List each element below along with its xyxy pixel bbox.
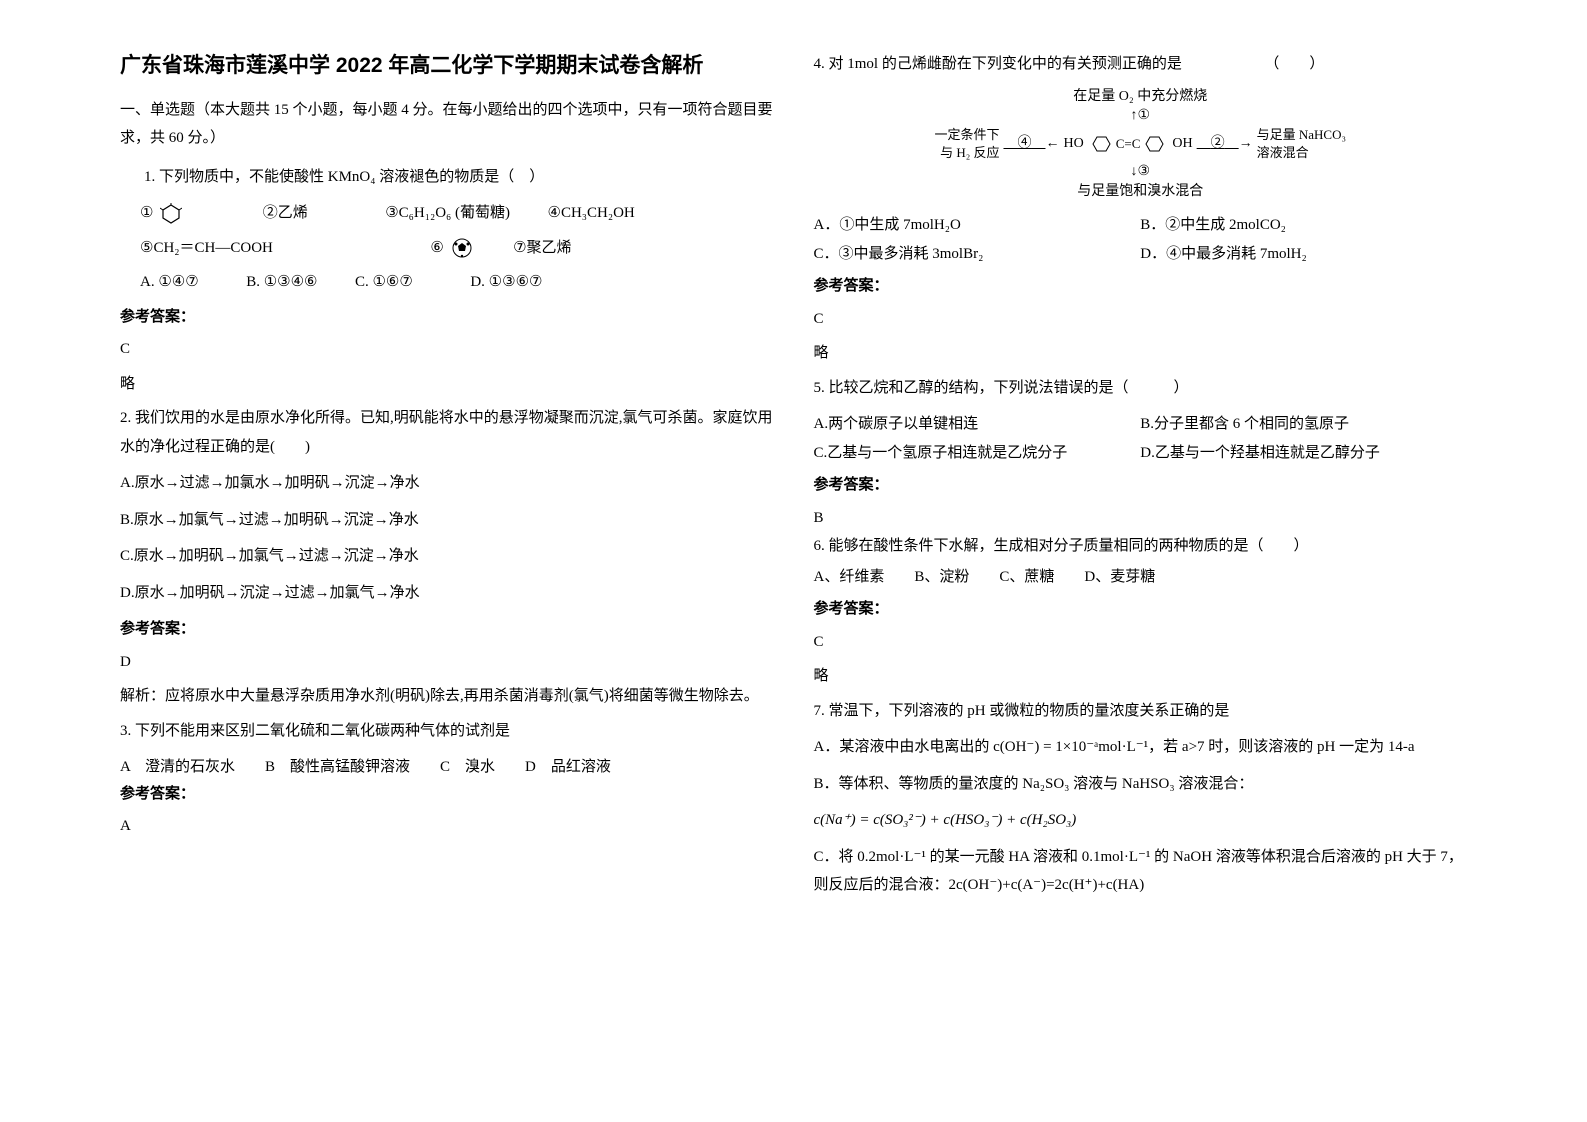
q5-B: B.分子里都含 6 个相同的氢原子: [1140, 410, 1467, 439]
q4-arrow-up: ↑①: [814, 106, 1468, 126]
cyclohexane-icon: [160, 203, 182, 225]
q2-ans-label: 参考答案：: [120, 615, 774, 644]
q6-opts: A、纤维素 B、淀粉 C、蔗糖 D、麦芽糖: [814, 563, 1468, 592]
arrow4-label: ④: [1017, 136, 1031, 151]
q4-stem: 4. 对 1mol 的己烯雌酚在下列变化中的有关预测正确的是 （ ）: [814, 50, 1468, 79]
q5-ans-label: 参考答案：: [814, 471, 1468, 500]
q1-opt4: ④CH₃CH₂OH: [548, 205, 635, 221]
arrow4: ④ ←: [1003, 134, 1059, 154]
q1-opts-row2: ⑤CH₂＝CH—COOH ⑥ ⑦聚乙烯: [140, 234, 774, 263]
doc-title: 广东省珠海市莲溪中学 2022 年高二化学下学期期末试卷含解析: [120, 50, 774, 82]
q6-C: C、蔗糖: [999, 563, 1054, 592]
q7-C: C．将 0.2mol·L⁻¹ 的某一元酸 HA 溶液和 0.1mol·L⁻¹ 的…: [814, 843, 1468, 900]
q5-ans: B: [814, 504, 1468, 533]
q6-ans: C: [814, 628, 1468, 657]
q5-A: A.两个碳原子以单键相连: [814, 410, 1141, 439]
q1-D: D. ①③⑥⑦: [470, 274, 542, 290]
q1-opt1: ①: [140, 205, 153, 221]
q1-ans: C: [120, 335, 774, 364]
benzene-ring-icon: [1088, 134, 1112, 154]
q1-B: B. ①③④⑥: [246, 274, 317, 290]
q6-A: A、纤维素: [814, 563, 885, 592]
section-header: 一、单选题（本大题共 15 个小题，每小题 4 分。在每小题给出的四个选项中，只…: [120, 96, 774, 153]
q1-C: C. ①⑥⑦: [355, 274, 413, 290]
q2-D: D.原水→加明矾→沉淀→过滤→加氯气→净水: [120, 579, 774, 608]
q4-A: A．①中生成 7molH₂O: [814, 211, 1141, 240]
q6-ans-label: 参考答案：: [814, 595, 1468, 624]
q5-C: C.乙基与一个氢原子相连就是乙烷分子: [814, 439, 1141, 468]
q4-arrow-down: ↓③: [814, 162, 1468, 182]
q2-A: A.原水→过滤→加氯水→加明矾→沉淀→净水: [120, 469, 774, 498]
q4-ans: C: [814, 305, 1468, 334]
benzene-ring-icon-2: [1144, 134, 1168, 154]
q3-B: B 酸性高锰酸钾溶液: [265, 753, 410, 782]
q1-opt7: ⑦聚乙烯: [513, 240, 571, 256]
q1-stem: 1. 下列物质中，不能使酸性 KMnO₄ 溶液褪色的物质是（ ）: [144, 163, 774, 192]
q4-mid-left: 一定条件下 与 H₂ 反应: [934, 126, 999, 162]
soccer-ball-icon: [451, 237, 473, 259]
arrow1-label: ①: [1137, 108, 1150, 123]
q1-opt5: ⑤CH₂＝CH—COOH: [140, 240, 273, 256]
q4-diag-mid: 一定条件下 与 H₂ 反应 ④ ← HO C=C OH ② → 与足量 NaHC…: [814, 126, 1468, 162]
q1-opt2: ②乙烯: [263, 205, 308, 221]
q4-B: B．②中生成 2molCO₂: [1140, 211, 1467, 240]
arrow2: ② →: [1197, 134, 1253, 154]
q6-B: B、淀粉: [914, 563, 969, 592]
q3-stem: 3. 下列不能用来区别二氧化硫和二氧化碳两种气体的试剂是: [120, 717, 774, 746]
q7-A: A．某溶液中由水电离出的 c(OH⁻) = 1×10⁻ᵃmol·L⁻¹，若 a>…: [814, 733, 1468, 762]
q5-r2: C.乙基与一个氢原子相连就是乙烷分子 D.乙基与一个羟基相连就是乙醇分子: [814, 439, 1468, 468]
q5-r1: A.两个碳原子以单键相连 B.分子里都含 6 个相同的氢原子: [814, 410, 1468, 439]
q3-A: A 澄清的石灰水: [120, 753, 235, 782]
q3-ans: A: [120, 812, 774, 841]
q4-exp: 略: [814, 339, 1468, 368]
q6-exp: 略: [814, 662, 1468, 691]
q4-mol-right: OH: [1172, 134, 1192, 154]
q2-C: C.原水→加明矾→加氯气→过滤→沉淀→净水: [120, 542, 774, 571]
q5-D: D.乙基与一个羟基相连就是乙醇分子: [1140, 439, 1467, 468]
q6-D: D、麦芽糖: [1084, 563, 1155, 592]
q2-stem: 2. 我们饮用的水是由原水净化所得。已知,明矾能将水中的悬浮物凝聚而沉淀,氯气可…: [120, 404, 774, 461]
arrow2-label: ②: [1211, 136, 1225, 151]
q4-D: D．④中最多消耗 7molH₂: [1140, 240, 1467, 269]
q3-opts: A 澄清的石灰水 B 酸性高锰酸钾溶液 C 溴水 D 品红溶液: [120, 753, 774, 782]
q1-answers: A. ①④⑦ B. ①③④⑥ C. ①⑥⑦ D. ①③⑥⑦: [140, 268, 774, 297]
q1-opts-row1: ① ②乙烯 ③C₆H₁₂O₆ (葡萄糖) ④CH₃CH₂OH: [140, 199, 774, 228]
q4-ans-label: 参考答案：: [814, 272, 1468, 301]
q7-B: B．等体积、等物质的量浓度的 Na₂SO₃ 溶液与 NaHSO₃ 溶液混合：: [814, 770, 1468, 799]
q4-cc: C=C: [1116, 135, 1141, 153]
q5-stem: 5. 比较乙烷和乙醇的结构，下列说法错误的是（ ）: [814, 374, 1468, 403]
q7-B2: c(Na⁺) = c(SO₃²⁻) + c(HSO₃⁻) + c(H₂SO₃): [814, 806, 1468, 835]
q1-ans-label: 参考答案：: [120, 303, 774, 332]
q1-exp: 略: [120, 370, 774, 399]
q4-diag-top: 在足量 O₂ 中充分燃烧: [814, 87, 1468, 107]
q4-mol-left: HO: [1063, 134, 1083, 154]
q3-D: D 品红溶液: [525, 753, 611, 782]
q1-A: A. ①④⑦: [140, 274, 199, 290]
q6-stem: 6. 能够在酸性条件下水解，生成相对分子质量相同的两种物质的是（ ）: [814, 532, 1468, 561]
arrow3-label: ③: [1137, 164, 1150, 179]
q4-opts-r2: C．③中最多消耗 3molBr₂ D．④中最多消耗 7molH₂: [814, 240, 1468, 269]
q2-exp: 解析：应将原水中大量悬浮杂质用净水剂(明矾)除去,再用杀菌消毒剂(氯气)将细菌等…: [120, 682, 774, 711]
q1-opt6: ⑥: [430, 240, 443, 256]
q7-stem: 7. 常温下，下列溶液的 pH 或微粒的物质的量浓度关系正确的是: [814, 697, 1468, 726]
q1-opt3: ③C₆H₁₂O₆ (葡萄糖): [385, 205, 510, 221]
q2-B: B.原水→加氯气→过滤→加明矾→沉淀→净水: [120, 506, 774, 535]
q4-mid-right: 与足量 NaHCO₃ 溶液混合: [1257, 126, 1346, 162]
q4-diagram: 在足量 O₂ 中充分燃烧 ↑① 一定条件下 与 H₂ 反应 ④ ← HO C=C…: [814, 87, 1468, 202]
q4-C: C．③中最多消耗 3molBr₂: [814, 240, 1141, 269]
right-column: 4. 对 1mol 的己烯雌酚在下列变化中的有关预测正确的是 （ ） 在足量 O…: [794, 50, 1488, 1092]
q2-ans: D: [120, 648, 774, 677]
left-column: 广东省珠海市莲溪中学 2022 年高二化学下学期期末试卷含解析 一、单选题（本大…: [100, 50, 794, 1092]
q4-diag-bottom: 与足量饱和溴水混合: [814, 182, 1468, 202]
q3-ans-label: 参考答案：: [120, 780, 774, 809]
q4-opts-r1: A．①中生成 7molH₂O B．②中生成 2molCO₂: [814, 211, 1468, 240]
q3-C: C 溴水: [440, 753, 495, 782]
